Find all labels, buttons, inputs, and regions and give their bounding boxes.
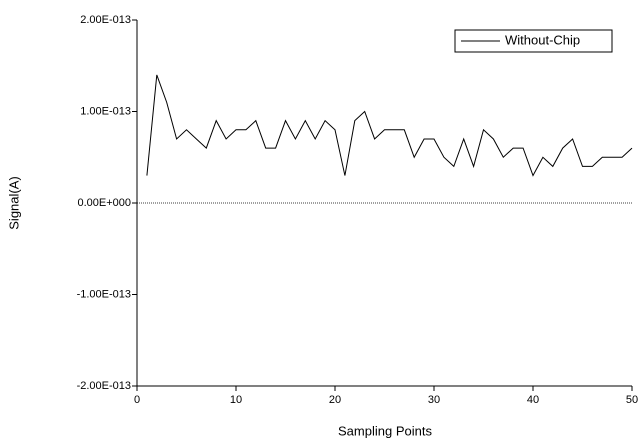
y-tick-label: -2.00E-013	[77, 380, 131, 392]
legend-box	[454, 29, 613, 53]
y-tick-label: -1.00E-013	[77, 288, 131, 300]
x-tick-label: 30	[428, 394, 440, 406]
legend-label: Without-Chip	[505, 32, 580, 47]
y-axis-label: Signal(A)	[6, 176, 21, 229]
x-tick-label: 0	[134, 394, 140, 406]
x-tick-label: 50	[626, 394, 638, 406]
y-tick-label: 2.00E-013	[80, 14, 131, 26]
x-tick-label: 40	[527, 394, 539, 406]
x-tick-label: 10	[230, 394, 242, 406]
data-line	[146, 74, 633, 177]
y-tick-label: 1.00E-013	[80, 105, 131, 117]
y-tick-label: 0.00E+000	[77, 197, 131, 209]
x-axis-label: Sampling Points	[338, 423, 432, 438]
x-tick-label: 20	[329, 394, 341, 406]
